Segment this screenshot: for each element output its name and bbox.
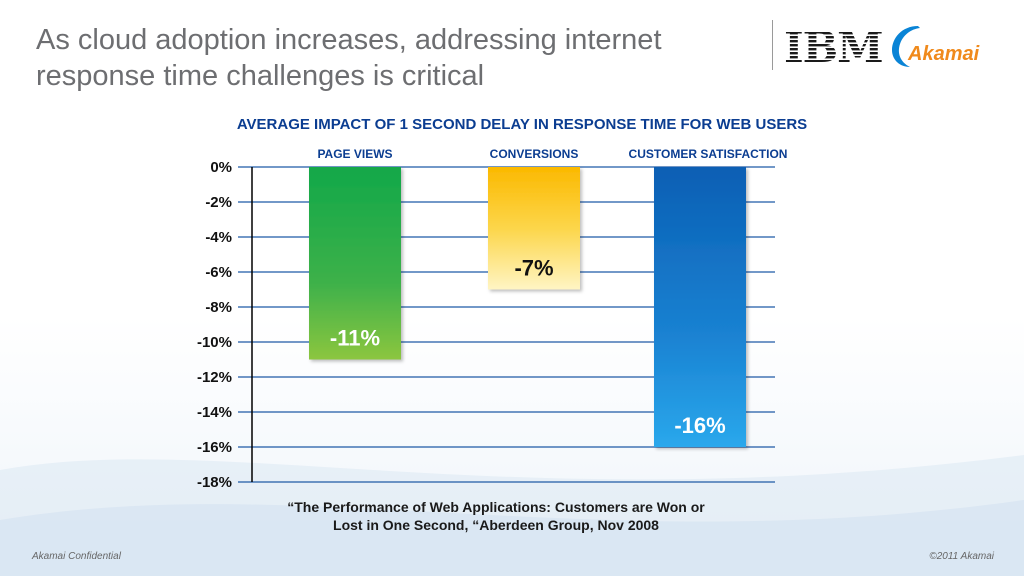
slide-title: As cloud adoption increases, addressing … — [36, 22, 736, 94]
category-label: CUSTOMER SATISFACTION — [629, 147, 788, 161]
footer-copyright: ©2011 Akamai — [929, 551, 994, 562]
y-tick-label: -2% — [205, 194, 232, 211]
source-citation-line-1: “The Performance of Web Applications: Cu… — [287, 499, 705, 515]
y-tick-label: 0% — [210, 159, 232, 176]
logo-divider — [772, 20, 773, 70]
bar — [488, 167, 580, 290]
akamai-logo: Akamai — [892, 26, 980, 67]
chart-title: AVERAGE IMPACT OF 1 SECOND DELAY IN RESP… — [236, 116, 808, 133]
slide-title-line-2: response time challenges is critical — [36, 60, 485, 92]
category-label: PAGE VIEWS — [317, 147, 392, 161]
slide-title-line-1: As cloud adoption increases, addressing … — [36, 24, 662, 56]
category-label: CONVERSIONS — [490, 147, 579, 161]
bar-value-label: -16% — [674, 413, 725, 438]
bar-value-label: -11% — [330, 326, 380, 351]
category-labels: PAGE VIEWS CONVERSIONS CUSTOMER SATISFACTI… — [317, 147, 787, 161]
y-tick-label: -18% — [197, 474, 232, 491]
akamai-logo-text: Akamai — [907, 43, 980, 65]
bars: -11% -7% -16% — [309, 167, 746, 447]
y-tick-label: -16% — [197, 439, 232, 456]
y-tick-label: -12% — [197, 369, 232, 386]
ibm-logo: IBM — [784, 24, 882, 68]
source-citation-line-2: Lost in One Second, “Aberdeen Group, Nov… — [333, 517, 659, 533]
y-axis-ticks: 0% -2% -4% -6% -8% -10% -12% -14% -16% -18% — [197, 159, 232, 491]
source-citation: “The Performance of Web Applications: Cu… — [246, 498, 746, 534]
y-tick-label: -14% — [197, 404, 232, 421]
y-tick-label: -6% — [205, 264, 232, 281]
bar — [309, 167, 401, 360]
bar-value-label: -7% — [514, 256, 553, 281]
y-tick-label: -8% — [205, 299, 232, 316]
akamai-swoosh-icon — [892, 26, 920, 67]
y-tick-label: -4% — [205, 229, 232, 246]
y-tick-label: -10% — [197, 334, 232, 351]
footer-confidential: Akamai Confidential — [32, 551, 121, 562]
bar — [654, 167, 746, 447]
ibm-logo-text: IBM — [784, 24, 882, 68]
